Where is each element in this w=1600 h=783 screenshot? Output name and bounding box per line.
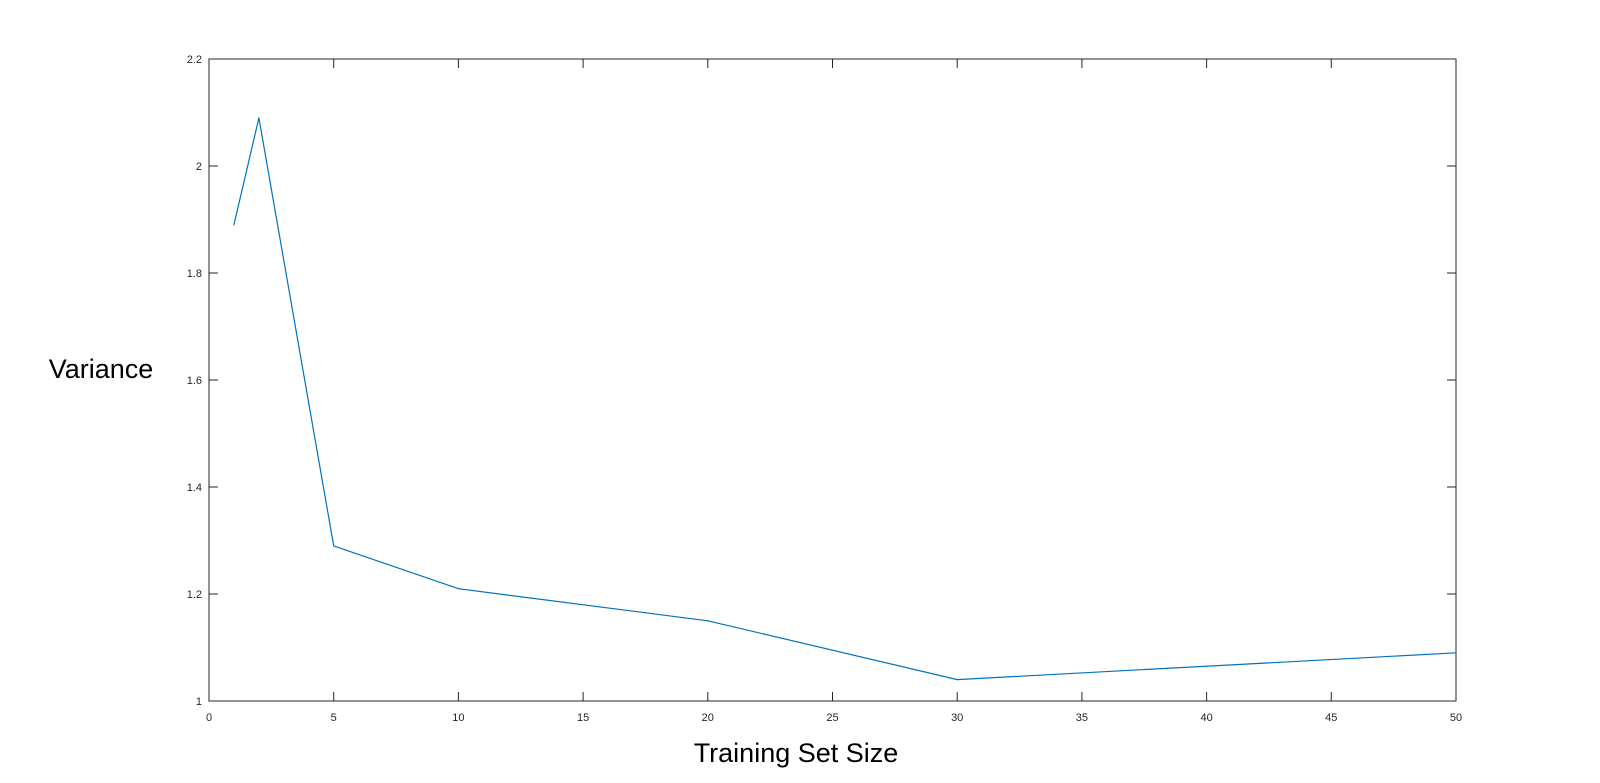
data-point [707,620,709,622]
x-tick-label: 5 [331,712,337,724]
x-tick-label: 35 [1076,712,1088,724]
y-tick-label: 1 [196,696,202,708]
y-tick-label: 1.6 [187,375,202,387]
x-tick-label: 40 [1200,712,1212,724]
plot-area: 0 5 10 15 20 25 30 35 40 45 50 1 1.2 1.4 1.6 1.8 2 2.2 [187,54,1462,724]
data-point [1455,652,1457,654]
x-tick-label: 10 [452,712,464,724]
x-axis-label: Training Set Size [694,738,899,768]
x-tick-label: 15 [577,712,589,724]
data-point [333,545,335,547]
data-point [457,588,459,590]
series-line [233,117,1457,681]
y-tick-label: 1.4 [187,482,202,494]
x-tick-label: 45 [1325,712,1337,724]
x-tick-label: 50 [1450,712,1462,724]
y-axis-label: Variance [49,354,154,384]
x-tick-label: 25 [826,712,838,724]
x-tick-label: 30 [951,712,963,724]
x-tick-label: 0 [206,712,212,724]
data-point [233,224,235,226]
data-point [258,117,260,119]
data-point [956,679,958,681]
y-tick-label: 1.8 [187,268,202,280]
y-tick-label: 1.2 [187,589,202,601]
y-tick-label: 2.2 [187,54,202,66]
axes-box [208,58,1457,702]
x-tick-label: 20 [702,712,714,724]
y-tick-label: 2 [196,161,202,173]
